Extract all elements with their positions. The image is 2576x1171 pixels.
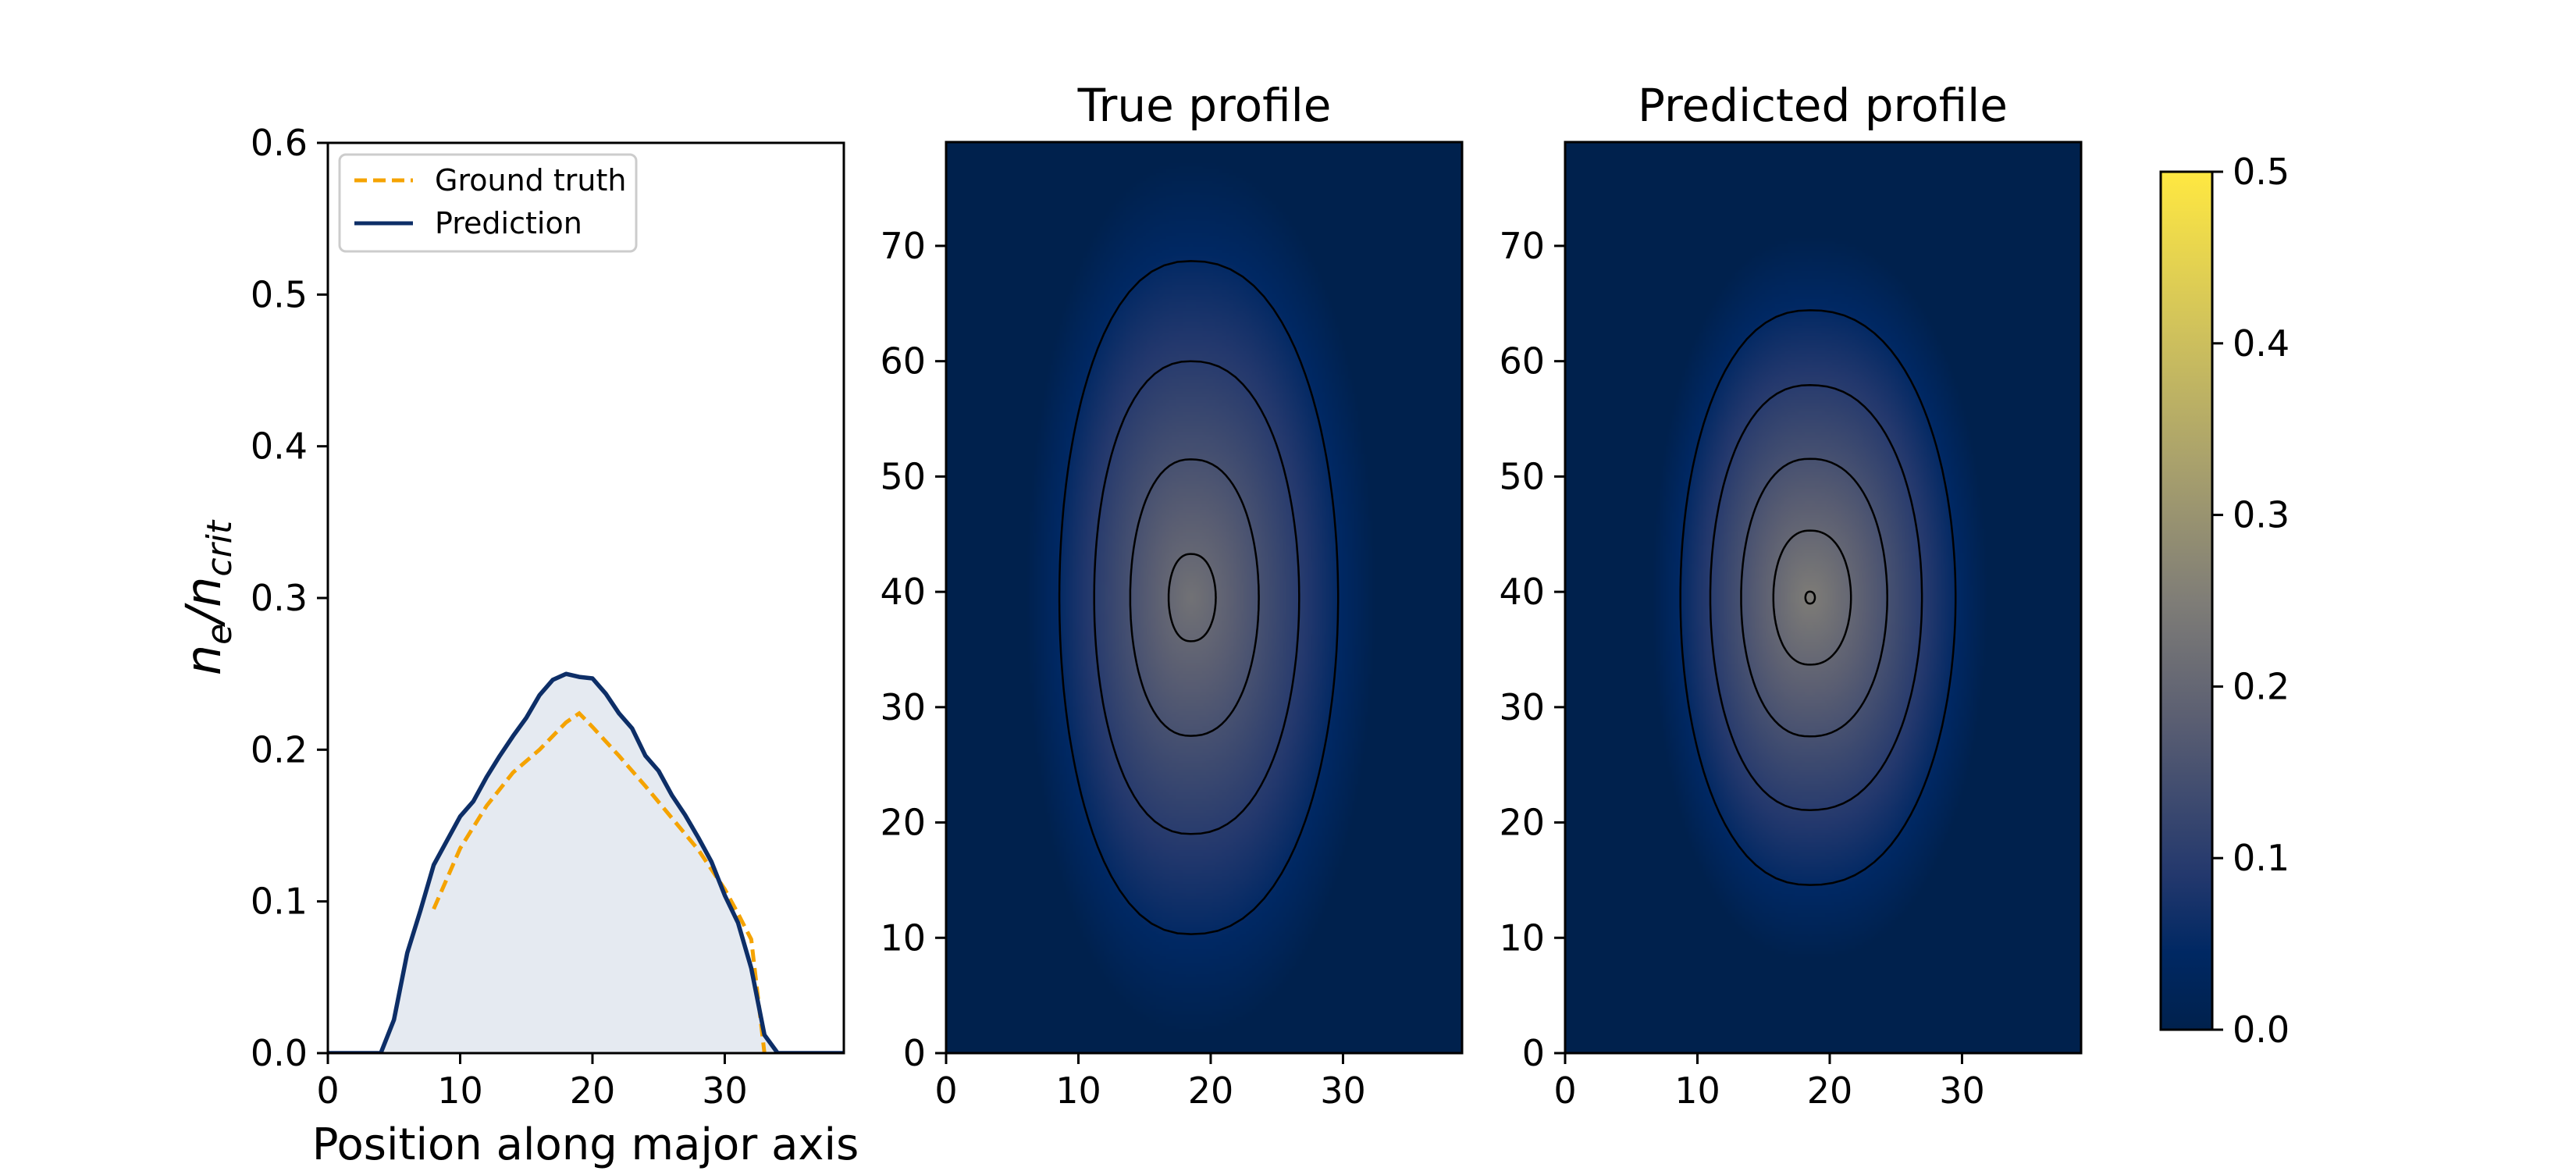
predicted-profile-y-tick-label: 40 bbox=[1499, 571, 1545, 613]
y-tick-label: 0.2 bbox=[251, 728, 308, 771]
legend-box bbox=[338, 153, 638, 253]
true-profile-y-tick-label: 30 bbox=[880, 686, 926, 728]
x-tick-label: 0 bbox=[316, 1070, 339, 1112]
predicted-profile-x-tick-label: 30 bbox=[1939, 1070, 1985, 1112]
x-tick-label: 20 bbox=[570, 1070, 616, 1112]
line-x-axis-label: Position along major axis bbox=[312, 1119, 859, 1170]
y-tick-label: 0.0 bbox=[251, 1032, 308, 1074]
true-profile-y-tick-label: 50 bbox=[880, 455, 926, 497]
true-profile-panel: True profile 0 10 20 30 0 10 20 30 40 50 60 70 bbox=[880, 79, 1464, 1112]
predicted-profile-contour-line bbox=[1740, 457, 1888, 738]
y-tick-label: 0.1 bbox=[251, 881, 308, 923]
predicted-profile-title: Predicted profile bbox=[1638, 79, 2008, 132]
predicted-profile-panel: Predicted profile 0 10 20 30 0 10 20 30 40 50 60 7… bbox=[1499, 79, 2083, 1112]
predicted-profile-heatmap bbox=[1565, 142, 2081, 1053]
predicted-profile-contours bbox=[1679, 309, 1957, 886]
true-profile-y-tick-label: 0 bbox=[903, 1032, 926, 1074]
colorbar-tick-label: 0.3 bbox=[2233, 494, 2290, 536]
true-profile-y-tick-label: 40 bbox=[880, 571, 926, 613]
predicted-profile-x-axis: 0 10 20 30 bbox=[1553, 1053, 1985, 1112]
legend: Ground truth Prediction bbox=[338, 153, 638, 253]
predicted-profile-x-tick-label: 20 bbox=[1807, 1070, 1853, 1112]
y-tick-label: 0.5 bbox=[251, 273, 308, 315]
colorbar-tick-label: 0.0 bbox=[2233, 1009, 2290, 1051]
ground-truth-line bbox=[432, 710, 767, 1053]
predicted-profile-y-tick-label: 0 bbox=[1522, 1032, 1545, 1074]
true-profile-title: True profile bbox=[1077, 79, 1332, 132]
legend-label-prediction: Prediction bbox=[435, 206, 582, 240]
predicted-profile-contour-line bbox=[1772, 529, 1852, 666]
x-tick-label: 10 bbox=[437, 1070, 483, 1112]
true-profile-x-axis: 0 10 20 30 bbox=[934, 1053, 1366, 1112]
predicted-profile-y-tick-label: 70 bbox=[1499, 225, 1545, 267]
colorbar-gradient bbox=[2161, 172, 2212, 1030]
prediction-line bbox=[328, 671, 844, 1053]
colorbar-tick-label: 0.5 bbox=[2233, 151, 2290, 193]
predicted-profile-y-tick-label: 30 bbox=[1499, 686, 1545, 728]
predicted-profile-x-tick-label: 0 bbox=[1553, 1070, 1576, 1112]
prediction-area bbox=[328, 674, 844, 1053]
true-profile-y-tick-label: 10 bbox=[880, 917, 926, 959]
y-tick-label: 0.3 bbox=[251, 577, 308, 619]
predicted-profile-y-tick-label: 20 bbox=[1499, 802, 1545, 844]
y-tick-label: 0.6 bbox=[251, 122, 308, 164]
line-y-axis: 0.0 0.1 0.2 0.3 0.4 0.5 0.6 bbox=[251, 122, 328, 1074]
true-profile-contour-line bbox=[1167, 553, 1217, 642]
colorbar-tick-label: 0.2 bbox=[2233, 665, 2290, 707]
true-profile-contour-line bbox=[1058, 260, 1340, 935]
predicted-profile-y-tick-label: 10 bbox=[1499, 917, 1545, 959]
colorbar: 0.0 0.1 0.2 0.3 0.4 0.5 bbox=[2159, 151, 2290, 1051]
true-profile-x-tick-label: 0 bbox=[934, 1070, 957, 1112]
predicted-profile-y-tick-label: 50 bbox=[1499, 455, 1545, 497]
predicted-profile-contour-line bbox=[1804, 590, 1816, 605]
predicted-profile-x-tick-label: 10 bbox=[1674, 1070, 1720, 1112]
predicted-profile-contour-line bbox=[1679, 309, 1957, 886]
line-y-axis-label: ne/ncrit bbox=[175, 519, 240, 675]
predicted-profile-y-tick-label: 60 bbox=[1499, 340, 1545, 383]
true-profile-frame bbox=[945, 141, 1464, 1055]
true-profile-x-tick-label: 20 bbox=[1188, 1070, 1234, 1112]
colorbar-frame bbox=[2159, 170, 2214, 1031]
predicted-profile-contour-line bbox=[1709, 384, 1923, 811]
true-profile-y-tick-label: 20 bbox=[880, 802, 926, 844]
true-profile-x-tick-label: 10 bbox=[1055, 1070, 1101, 1112]
colorbar-tick-label: 0.1 bbox=[2233, 837, 2290, 879]
colorbar-tick-label: 0.4 bbox=[2233, 322, 2290, 365]
true-profile-heatmap bbox=[946, 142, 1462, 1053]
legend-label-ground-truth: Ground truth bbox=[435, 163, 626, 198]
line-chart-panel: 0 10 20 30 0.0 0.1 0.2 0.3 0.4 0.5 0.6 Position a… bbox=[175, 122, 859, 1170]
line-x-axis: 0 10 20 30 bbox=[316, 1053, 748, 1112]
true-profile-y-tick-label: 60 bbox=[880, 340, 926, 383]
line-chart-marks bbox=[328, 671, 844, 1053]
predicted-profile-frame bbox=[1564, 141, 2083, 1055]
x-tick-label: 30 bbox=[702, 1070, 748, 1112]
y-tick-label: 0.4 bbox=[251, 425, 308, 468]
true-profile-contour-line bbox=[1093, 360, 1300, 835]
true-profile-y-axis: 0 10 20 30 40 50 60 70 bbox=[880, 225, 946, 1074]
true-profile-contour-line bbox=[1129, 458, 1260, 737]
true-profile-y-tick-label: 70 bbox=[880, 225, 926, 267]
predicted-profile-y-axis: 0 10 20 30 40 50 60 70 bbox=[1499, 225, 1565, 1074]
colorbar-axis: 0.0 0.1 0.2 0.3 0.4 0.5 bbox=[2212, 151, 2290, 1051]
true-profile-contours bbox=[1058, 260, 1340, 935]
true-profile-x-tick-label: 30 bbox=[1320, 1070, 1366, 1112]
